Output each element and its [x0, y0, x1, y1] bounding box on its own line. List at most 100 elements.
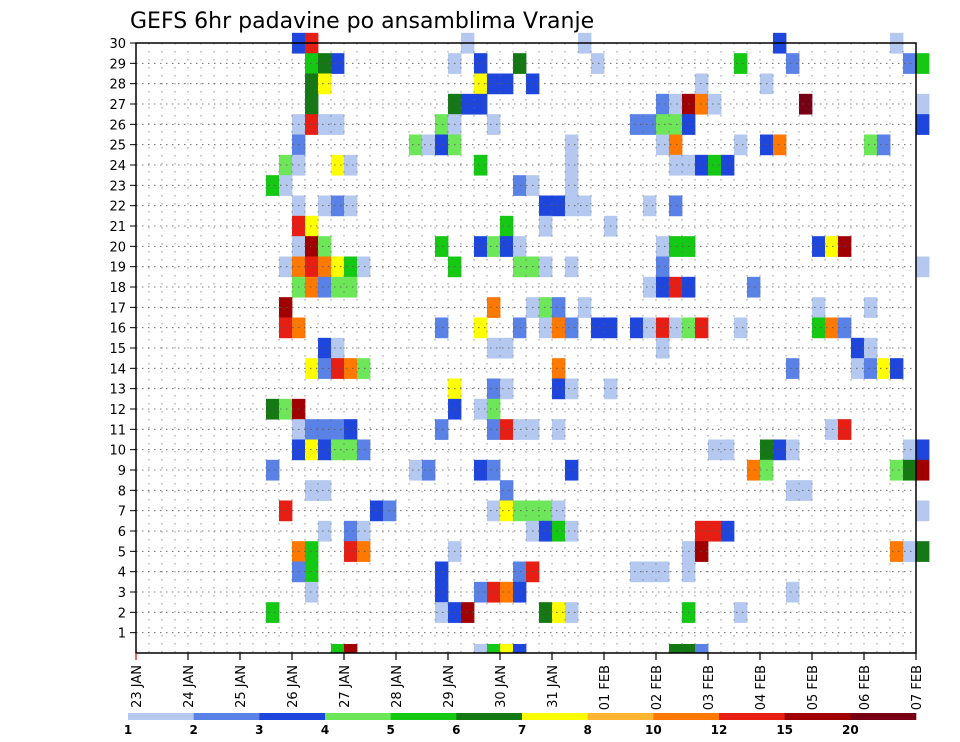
x-tick-label: 05 FEB [806, 665, 821, 710]
heatmap-cell [513, 53, 527, 74]
y-tick-label: 8 [118, 484, 126, 499]
heatmap-cell [786, 480, 800, 501]
heatmap-cell [851, 358, 865, 379]
heatmap-cell [825, 419, 839, 440]
heatmap-cell [487, 459, 501, 481]
heatmap-cell [500, 644, 514, 653]
legend-swatch [587, 713, 654, 720]
x-tick-label: 25 JAN [234, 665, 249, 708]
x-axis: 23 JAN 24 JAN 25 JAN 26 JAN 27 JAN 28 JAN 29 J… [130, 653, 925, 710]
heatmap-cell [266, 398, 280, 420]
heatmap-cell [890, 459, 904, 481]
heatmap-cell [656, 93, 670, 115]
heatmap-cell [695, 73, 709, 95]
heatmap-cell [695, 154, 709, 176]
legend-swatch [259, 713, 326, 720]
heatmap-cell [279, 154, 293, 176]
heatmap-cell [513, 256, 527, 278]
heatmap-cell [318, 73, 332, 95]
y-tick-label: 10 [109, 444, 126, 459]
legend-swatch [390, 713, 457, 720]
heatmap-cell [669, 154, 683, 176]
heatmap-cell [695, 541, 709, 562]
heatmap-cell [656, 236, 670, 257]
heatmap-cell [513, 419, 527, 440]
heatmap-cell [474, 236, 488, 257]
heatmap-cell [487, 337, 501, 359]
legend-label: 1 [124, 723, 132, 737]
heatmap-cell [279, 500, 293, 522]
heatmap-cell [344, 154, 358, 176]
heatmap-cell [656, 134, 670, 156]
heatmap-cell [513, 175, 527, 196]
heatmap-cell [708, 520, 722, 542]
heatmap-cell [539, 317, 553, 339]
heatmap-cell [318, 337, 332, 359]
heatmap-cell [721, 520, 735, 542]
y-tick-label: 9 [118, 464, 126, 479]
heatmap-cell [708, 93, 722, 115]
heatmap-cell [357, 358, 371, 379]
heatmap-cell [487, 236, 501, 257]
heatmap-cell [305, 561, 319, 583]
heatmap-cell [487, 581, 501, 603]
heatmap-cell [383, 500, 397, 522]
heatmap-cell [565, 134, 579, 156]
heatmap-cell [747, 276, 761, 298]
heatmap-cell [305, 256, 319, 278]
heatmap-cell [682, 644, 696, 653]
heatmap-cell [565, 520, 579, 542]
heatmap-cell [552, 297, 566, 318]
heatmap-cell [344, 439, 358, 461]
y-tick-label: 14 [109, 362, 126, 377]
heatmap-cell [487, 73, 501, 95]
x-tick-label: 04 FEB [754, 665, 769, 710]
heatmap-cell [552, 419, 566, 440]
y-tick-label: 30 [109, 37, 126, 52]
heatmap-cell [916, 53, 930, 74]
heatmap-cell [643, 561, 657, 583]
heatmap-cell [812, 236, 826, 257]
heatmap-cell [331, 154, 345, 176]
y-tick-label: 6 [118, 525, 126, 540]
heatmap-cell [656, 317, 670, 339]
heatmap-cell [357, 439, 371, 461]
heatmap-cell [591, 317, 605, 339]
legend-swatch [325, 713, 391, 720]
heatmap-cell [318, 195, 332, 217]
heatmap-cell [656, 256, 670, 278]
heatmap-cell [435, 581, 449, 603]
heatmap-cell [864, 337, 878, 359]
heatmap-cell [695, 93, 709, 115]
heatmap-cell [669, 195, 683, 217]
heatmap-cell [903, 541, 917, 562]
y-tick-label: 19 [109, 261, 126, 276]
heatmap-cell [474, 93, 488, 115]
heatmap-cell [630, 561, 644, 583]
heatmap-cell [409, 459, 423, 481]
heatmap-cell [331, 439, 345, 461]
heatmap-cell [318, 53, 332, 74]
y-tick-label: 15 [109, 342, 126, 357]
heatmap-cell [864, 134, 878, 156]
heatmap-cell [344, 644, 358, 653]
y-tick-label: 20 [109, 240, 126, 255]
heatmap-cell [786, 53, 800, 74]
heatmap-cell [877, 358, 891, 379]
heatmap-cell [851, 337, 865, 359]
heatmap-cell [279, 317, 293, 339]
heatmap-cell [643, 195, 657, 217]
y-tick-label: 13 [109, 383, 126, 398]
heatmap-cell [487, 419, 501, 440]
heatmap-cell [279, 256, 293, 278]
y-tick-label: 18 [109, 281, 126, 296]
heatmap-cell [331, 644, 345, 653]
heatmap-cell [656, 114, 670, 135]
heatmap-cell [305, 480, 319, 501]
heatmap-cell [500, 215, 514, 237]
heatmap-cell [474, 53, 488, 74]
heatmap-cell [435, 419, 449, 440]
heatmap-cell [565, 256, 579, 278]
heatmap-cell [305, 215, 319, 237]
heatmap-cell [799, 93, 813, 115]
